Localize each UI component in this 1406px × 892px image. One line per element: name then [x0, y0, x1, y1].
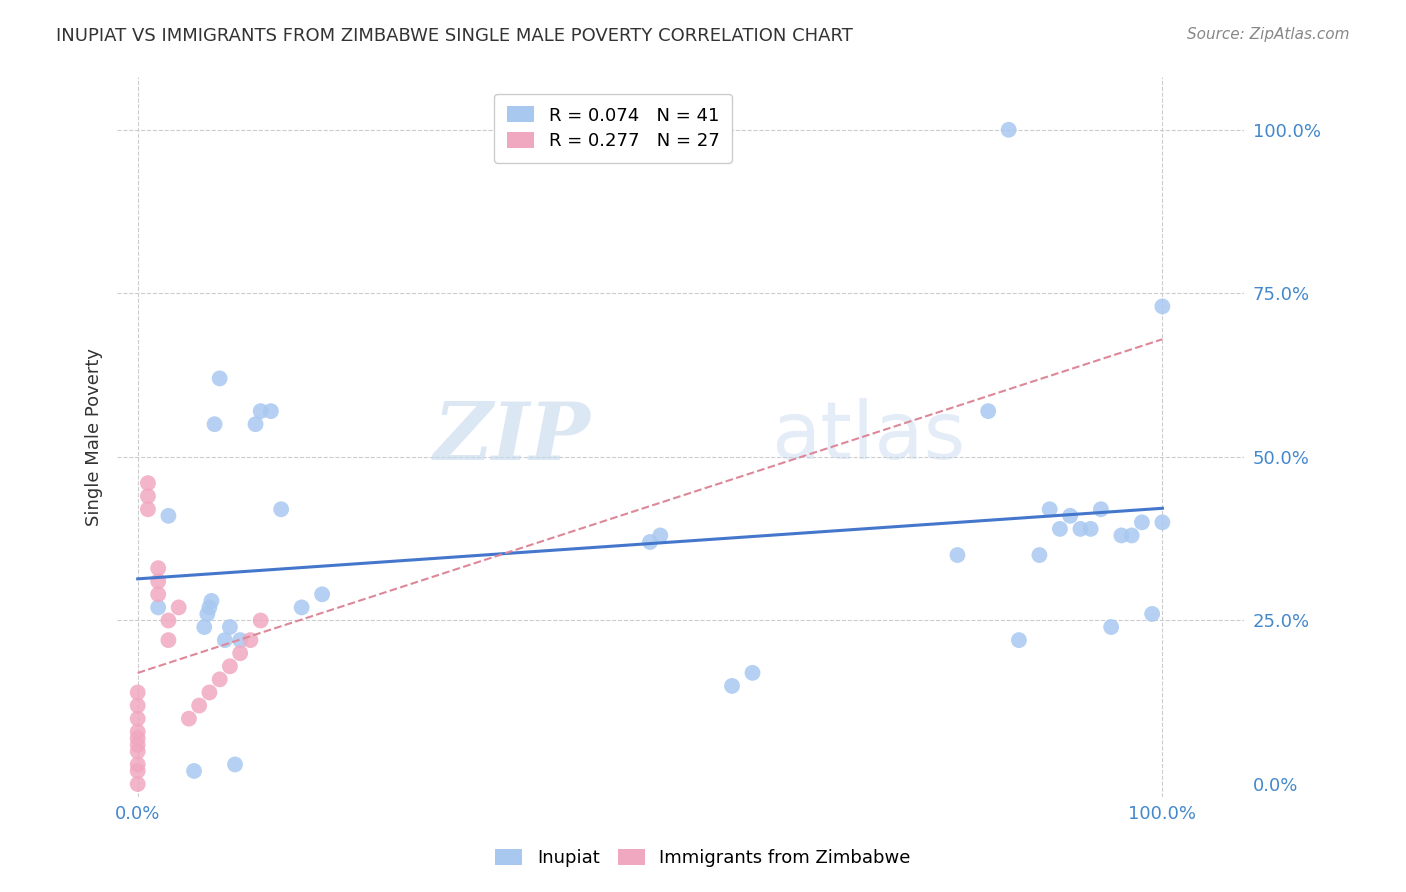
Point	[946, 548, 969, 562]
Point	[249, 404, 271, 418]
Point	[638, 535, 661, 549]
Point	[1099, 620, 1122, 634]
Text: Source: ZipAtlas.com: Source: ZipAtlas.com	[1187, 27, 1350, 42]
Point	[721, 679, 744, 693]
Legend: Inupiat, Immigrants from Zimbabwe: Inupiat, Immigrants from Zimbabwe	[488, 841, 918, 874]
Point	[127, 744, 149, 758]
Point	[127, 764, 149, 778]
Point	[1028, 548, 1050, 562]
Point	[1049, 522, 1071, 536]
Point	[127, 731, 149, 746]
Point	[200, 594, 222, 608]
Point	[239, 633, 262, 648]
Point	[1121, 528, 1143, 542]
Point	[148, 587, 170, 601]
Point	[167, 600, 190, 615]
Point	[127, 712, 149, 726]
Point	[219, 620, 242, 634]
Point	[650, 528, 672, 542]
Point	[127, 724, 149, 739]
Text: INUPIAT VS IMMIGRANTS FROM ZIMBABWE SINGLE MALE POVERTY CORRELATION CHART: INUPIAT VS IMMIGRANTS FROM ZIMBABWE SING…	[56, 27, 853, 45]
Point	[224, 757, 246, 772]
Point	[219, 659, 242, 673]
Point	[198, 685, 221, 699]
Point	[214, 633, 236, 648]
Point	[193, 620, 215, 634]
Point	[311, 587, 333, 601]
Point	[195, 607, 218, 621]
Point	[1111, 528, 1133, 542]
Point	[249, 614, 271, 628]
Point	[997, 122, 1019, 136]
Point	[1152, 300, 1174, 314]
Point	[127, 698, 149, 713]
Point	[1152, 516, 1174, 530]
Point	[291, 600, 314, 615]
Point	[208, 673, 231, 687]
Point	[136, 502, 159, 516]
Point	[1090, 502, 1112, 516]
Point	[1069, 522, 1091, 536]
Point	[1008, 633, 1031, 648]
Point	[1039, 502, 1062, 516]
Point	[198, 600, 221, 615]
Point	[127, 685, 149, 699]
Point	[977, 404, 1000, 418]
Point	[1130, 516, 1153, 530]
Text: ZIP: ZIP	[433, 399, 591, 476]
Y-axis label: Single Male Poverty: Single Male Poverty	[86, 348, 103, 526]
Point	[157, 508, 180, 523]
Point	[157, 614, 180, 628]
Point	[260, 404, 283, 418]
Point	[1140, 607, 1163, 621]
Point	[229, 633, 252, 648]
Text: atlas: atlas	[770, 399, 966, 476]
Point	[136, 489, 159, 503]
Point	[148, 561, 170, 575]
Point	[148, 600, 170, 615]
Point	[148, 574, 170, 589]
Point	[177, 712, 200, 726]
Point	[204, 417, 226, 432]
Point	[188, 698, 211, 713]
Point	[136, 476, 159, 491]
Point	[183, 764, 205, 778]
Point	[741, 665, 763, 680]
Point	[127, 777, 149, 791]
Point	[270, 502, 292, 516]
Point	[127, 738, 149, 752]
Legend: R = 0.074   N = 41, R = 0.277   N = 27: R = 0.074 N = 41, R = 0.277 N = 27	[495, 94, 733, 162]
Point	[245, 417, 267, 432]
Point	[157, 633, 180, 648]
Point	[1080, 522, 1102, 536]
Point	[229, 646, 252, 660]
Point	[127, 757, 149, 772]
Point	[1059, 508, 1081, 523]
Point	[208, 371, 231, 385]
